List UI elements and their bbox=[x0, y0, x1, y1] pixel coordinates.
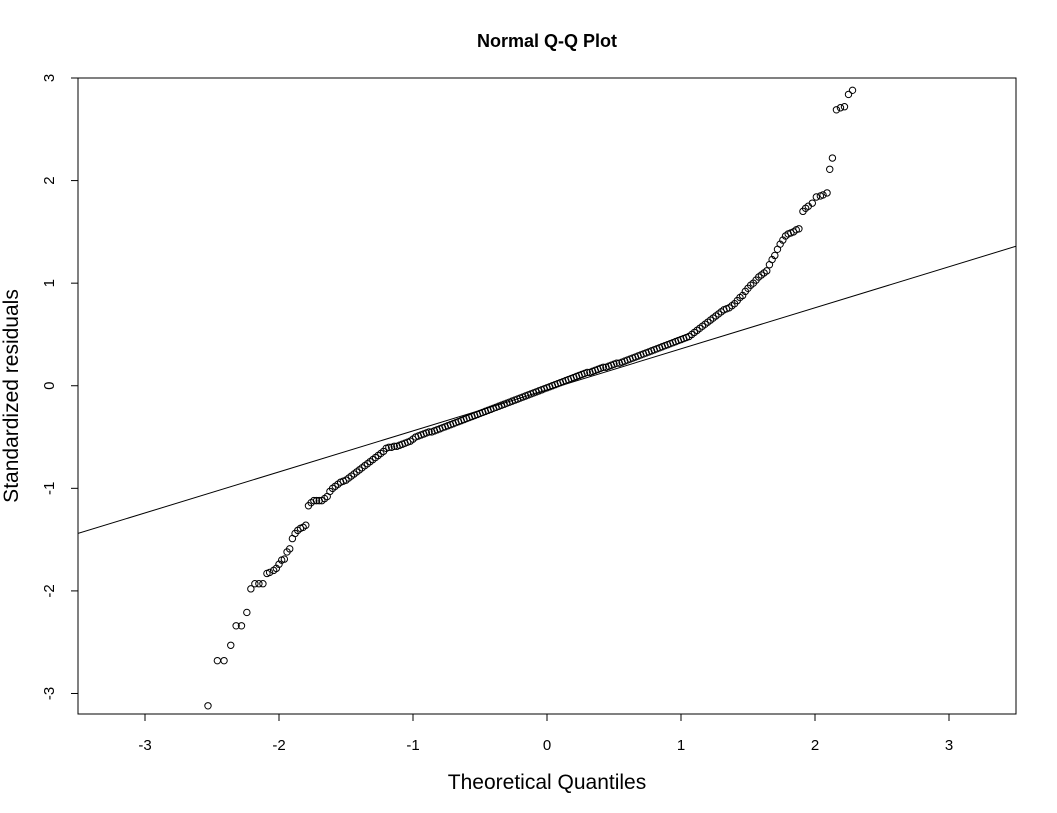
data-point bbox=[840, 103, 849, 111]
data-point bbox=[425, 428, 433, 436]
y-tick-label: 2 bbox=[41, 176, 58, 184]
data-point bbox=[812, 193, 821, 201]
data-point bbox=[265, 568, 274, 577]
x-tick-label: -1 bbox=[406, 737, 419, 754]
data-point bbox=[848, 86, 857, 95]
x-tick-label: 1 bbox=[677, 737, 685, 754]
data-point bbox=[823, 189, 831, 197]
data-point bbox=[280, 555, 289, 563]
x-axis: -3 -2 -1 0 1 2 3 bbox=[138, 714, 953, 754]
y-tick-label: 3 bbox=[41, 74, 58, 82]
data-point bbox=[237, 622, 246, 630]
y-tick-label: 1 bbox=[41, 279, 58, 287]
data-point bbox=[204, 702, 212, 710]
data-point bbox=[243, 608, 251, 617]
data-point bbox=[828, 154, 837, 162]
data-point bbox=[259, 580, 267, 588]
data-point bbox=[302, 521, 310, 529]
y-tick-label: -2 bbox=[41, 584, 58, 597]
data-point bbox=[583, 368, 591, 377]
data-point bbox=[826, 165, 834, 173]
data-point bbox=[771, 251, 779, 260]
y-tick-label: -1 bbox=[41, 482, 58, 495]
x-tick-label: 0 bbox=[543, 737, 551, 754]
y-tick-label: -3 bbox=[41, 687, 58, 700]
data-point bbox=[220, 656, 228, 665]
data-point bbox=[247, 585, 255, 593]
data-point bbox=[808, 199, 817, 207]
data-point bbox=[832, 106, 841, 114]
x-tick-label: -2 bbox=[272, 737, 285, 754]
data-point bbox=[599, 363, 607, 371]
data-point bbox=[795, 225, 803, 233]
data-point bbox=[312, 496, 321, 505]
data-point bbox=[213, 656, 222, 665]
data-point bbox=[227, 641, 235, 649]
data-point bbox=[836, 104, 845, 112]
data-point bbox=[390, 442, 398, 450]
data-point bbox=[612, 359, 621, 367]
x-tick-label: -3 bbox=[138, 737, 151, 754]
plot-frame bbox=[77, 77, 1017, 715]
y-axis-label: Standardized residuals bbox=[0, 289, 23, 503]
data-point bbox=[255, 580, 263, 588]
data-point bbox=[286, 545, 294, 553]
data-points bbox=[204, 86, 857, 710]
x-tick-label: 2 bbox=[811, 737, 819, 754]
chart-title: Normal Q-Q Plot bbox=[477, 31, 617, 51]
x-axis-label: Theoretical Quantiles bbox=[448, 771, 646, 794]
data-point bbox=[385, 443, 393, 451]
data-point bbox=[251, 580, 259, 588]
data-point bbox=[844, 90, 853, 99]
data-point bbox=[232, 622, 240, 630]
data-point bbox=[819, 191, 827, 199]
x-tick-label: 3 bbox=[945, 737, 953, 754]
y-tick-label: 0 bbox=[41, 382, 58, 390]
data-point bbox=[763, 267, 771, 275]
data-point bbox=[310, 496, 318, 505]
y-axis: -3 -2 -1 0 1 2 3 bbox=[41, 74, 78, 700]
